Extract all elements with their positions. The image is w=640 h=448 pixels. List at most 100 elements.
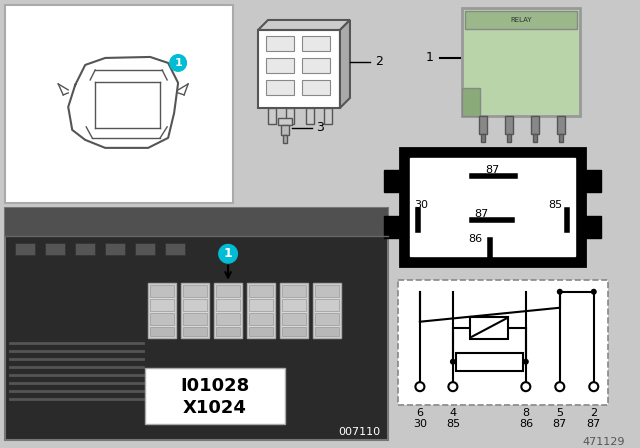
Bar xyxy=(470,317,508,339)
Text: 2: 2 xyxy=(375,56,383,69)
Bar xyxy=(315,313,339,325)
Bar xyxy=(183,299,207,311)
Bar xyxy=(150,285,174,297)
Bar xyxy=(281,125,289,135)
Circle shape xyxy=(591,289,596,295)
Bar xyxy=(559,134,563,142)
Bar xyxy=(315,299,339,311)
Bar xyxy=(258,30,340,108)
Text: I01028: I01028 xyxy=(180,377,250,395)
Bar xyxy=(481,134,485,142)
Bar xyxy=(216,313,240,325)
Bar xyxy=(384,216,402,238)
Bar xyxy=(313,283,341,338)
Bar xyxy=(135,243,155,255)
Text: 5: 5 xyxy=(556,408,563,418)
Bar xyxy=(45,243,65,255)
Text: 87: 87 xyxy=(553,418,567,429)
Bar xyxy=(384,170,402,192)
Bar xyxy=(585,216,601,238)
Circle shape xyxy=(415,382,424,391)
Bar xyxy=(398,280,608,405)
Bar xyxy=(283,135,287,143)
Bar xyxy=(5,208,388,236)
Bar xyxy=(183,285,207,297)
Text: 471129: 471129 xyxy=(582,437,625,447)
Circle shape xyxy=(556,382,564,391)
Text: 007110: 007110 xyxy=(338,426,380,437)
Text: 86: 86 xyxy=(519,418,533,429)
Bar xyxy=(280,283,308,338)
Bar xyxy=(507,134,511,142)
Bar xyxy=(585,170,601,192)
Bar xyxy=(315,327,339,336)
Bar xyxy=(249,313,273,325)
Bar xyxy=(465,11,577,29)
Bar xyxy=(76,243,95,255)
Bar xyxy=(282,299,306,311)
Bar xyxy=(324,108,332,124)
Bar xyxy=(145,368,285,424)
Bar xyxy=(282,285,306,297)
Bar xyxy=(183,327,207,336)
Text: 87: 87 xyxy=(486,165,500,175)
Bar xyxy=(214,283,242,338)
Bar xyxy=(183,313,207,325)
Text: 4: 4 xyxy=(449,408,456,418)
Bar xyxy=(247,283,275,338)
Text: 86: 86 xyxy=(468,234,483,244)
Text: 1: 1 xyxy=(224,247,232,260)
Bar xyxy=(286,108,294,124)
Bar xyxy=(165,243,185,255)
Bar xyxy=(268,108,276,124)
Text: 8: 8 xyxy=(522,408,529,418)
Polygon shape xyxy=(340,20,350,108)
Bar xyxy=(266,80,294,95)
Text: 2: 2 xyxy=(590,408,597,418)
Bar xyxy=(5,208,388,439)
Bar xyxy=(531,116,539,134)
Text: 85: 85 xyxy=(446,418,460,429)
Text: 30: 30 xyxy=(413,418,427,429)
Bar xyxy=(181,283,209,338)
Circle shape xyxy=(523,359,529,365)
Text: 6: 6 xyxy=(417,408,424,418)
Bar xyxy=(533,134,537,142)
Bar xyxy=(105,243,125,255)
Circle shape xyxy=(169,54,187,72)
Bar xyxy=(249,299,273,311)
Bar xyxy=(306,108,314,124)
Bar xyxy=(278,118,292,125)
Circle shape xyxy=(218,244,238,264)
Bar xyxy=(462,88,480,116)
Circle shape xyxy=(557,289,563,295)
Text: 1: 1 xyxy=(174,58,182,68)
Bar xyxy=(315,285,339,297)
Bar xyxy=(150,327,174,336)
Bar xyxy=(150,313,174,325)
Bar xyxy=(249,327,273,336)
Text: RELAY: RELAY xyxy=(510,17,532,23)
Circle shape xyxy=(450,359,456,365)
Bar xyxy=(15,243,35,255)
Text: 3: 3 xyxy=(316,121,324,134)
Bar xyxy=(456,353,523,370)
Circle shape xyxy=(449,382,458,391)
Bar xyxy=(282,313,306,325)
Text: 87: 87 xyxy=(587,418,601,429)
Bar xyxy=(216,285,240,297)
Bar xyxy=(302,80,330,95)
Bar xyxy=(302,58,330,73)
Bar xyxy=(479,116,487,134)
Bar xyxy=(282,327,306,336)
Circle shape xyxy=(589,382,598,391)
Bar xyxy=(249,285,273,297)
Text: 30: 30 xyxy=(414,200,428,210)
Text: 1: 1 xyxy=(426,52,434,65)
Bar xyxy=(266,36,294,51)
Text: 85: 85 xyxy=(548,200,563,210)
Bar xyxy=(400,148,585,266)
Bar xyxy=(5,5,233,203)
Circle shape xyxy=(522,382,531,391)
Bar xyxy=(410,158,575,256)
